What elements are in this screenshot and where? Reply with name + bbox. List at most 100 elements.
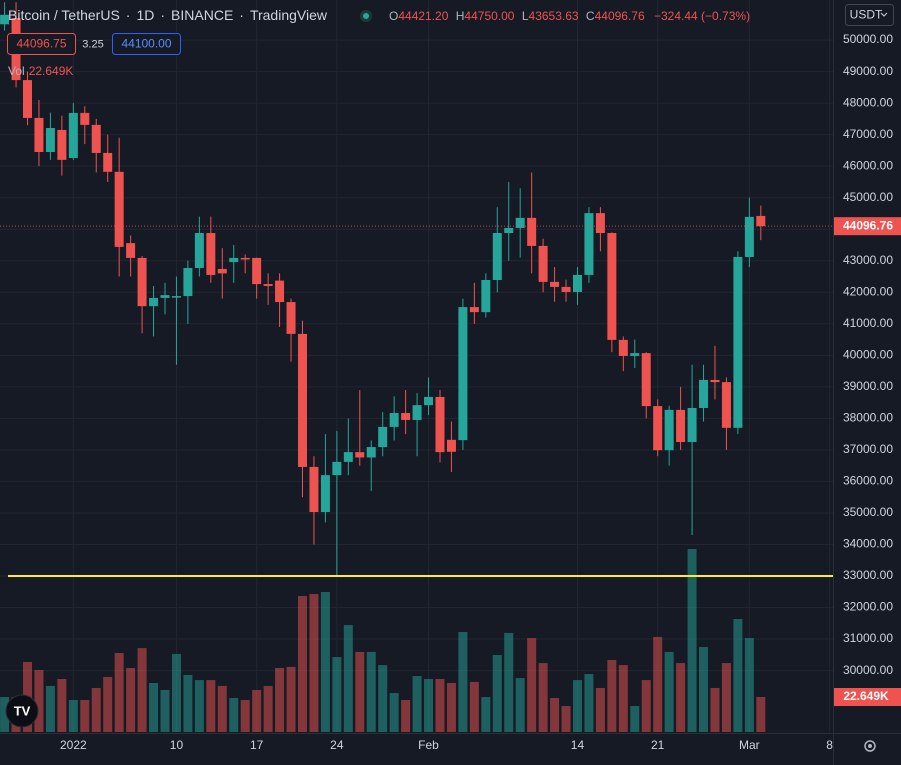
volume-bar [137,648,147,732]
candle-body [229,257,239,263]
volume-bar [618,665,628,732]
candle-body [756,215,766,227]
volume-bar [68,700,78,732]
candle-body [733,256,743,428]
volume-bar [378,665,388,732]
candle-body [561,286,571,292]
y-tick-label: 50000.00 [843,32,893,46]
currency-button[interactable] [845,4,894,26]
candle-body [412,405,422,420]
volume-bar [34,670,44,732]
exchange: BINANCE [171,7,233,23]
ohlc-key: C [586,9,595,23]
ohlc-key: H [456,9,465,23]
volume-bar [309,593,319,732]
y-tick-label: 40000.00 [843,348,893,362]
volume-bar [584,674,594,732]
x-tick-label: 14 [571,738,585,752]
candle-body [401,413,411,420]
ui: Bitcoin / TetherUS · 1D · BINANCE · TradingVie… [5,4,894,752]
volume-bar [527,638,537,732]
volume-bar [217,685,227,732]
candle-body [469,307,479,313]
volume-bar [297,595,307,732]
y-tick-label: 41000.00 [843,316,893,330]
y-tick-label: 42000.00 [843,284,893,298]
vol-value: 22.649K [29,64,74,78]
settings-icon [868,744,872,748]
candle-body [263,284,273,286]
volume-bar [320,591,330,732]
candle-body [91,124,101,153]
candle-body [481,279,491,313]
volume-bar [412,676,422,732]
volume-bar [550,697,560,732]
volume-bar [664,651,674,732]
ask[interactable]: 44100.00 [121,37,171,51]
candle-body [584,213,594,275]
volume-bar [446,683,456,732]
candle-body [710,379,720,383]
candle-body [275,280,285,303]
candle-body [653,406,663,451]
x-tick-label: 10 [170,738,184,752]
volume-bar [171,653,181,732]
grid: 30000.00 31000.00 32000.00 33000.00 34000.00… [0,0,893,752]
symbol: Bitcoin / TetherUS · 1D · BINANCE · TradingVie… [8,7,328,23]
y-tick-label: 37000.00 [843,442,893,456]
settings-icon[interactable] [864,740,876,752]
currency[interactable]: USDT [850,8,883,22]
volume-bar [252,689,262,732]
candle-body [114,171,124,247]
volume-bar [469,681,479,732]
x-tick-label: Feb [418,738,439,752]
volume-bar [114,653,124,732]
volume-bar [355,651,365,732]
candle-body [435,396,445,453]
volume-bar [149,683,159,732]
x-tick-label: 24 [330,738,344,752]
volume-bar [641,680,651,732]
logo[interactable] [5,694,39,728]
sep: · [126,7,131,23]
volume-bar [91,687,101,732]
interval: 1D [136,7,154,23]
x-tick-label: 2022 [60,738,87,752]
volume-bar [676,663,686,732]
ohlc-key: O [389,9,398,23]
candle-body [240,257,250,260]
y-tick-label: 43000.00 [843,253,893,267]
volume-bar [183,674,193,732]
sep: · [160,7,165,23]
candle-body [297,333,307,467]
candle-body [504,227,514,234]
candle-body [744,216,754,257]
volume-bar [630,706,640,732]
x-tick-label: 21 [651,738,665,752]
volume-bar [80,700,90,732]
spread: 3.25 [82,38,103,50]
volume-bar [607,659,617,732]
candle-body [355,452,365,458]
ask-box[interactable] [112,33,181,55]
volume-bar [229,697,239,732]
bid-box[interactable] [7,33,76,55]
candle-body [527,217,537,246]
y-tick-label: 31000.00 [843,631,893,645]
volume-bar [160,689,170,732]
bid[interactable]: 44096.75 [16,37,66,51]
volume-bar [561,706,571,732]
volume-bar [744,638,754,732]
volume-bar [538,663,548,732]
x-tick-label: 17 [250,738,264,752]
vol-title: Vol [8,64,25,78]
candle-body [458,307,468,441]
ohlc-key: L [522,9,529,23]
change: −324.44 (−0.73%) [654,9,750,23]
candle-body [22,80,32,118]
x-tick-label: 8 [826,738,833,752]
y-tick-label: 34000.00 [843,537,893,551]
y-tick-label: 35000.00 [843,505,893,519]
candle-body [664,409,674,451]
plot: 44096.76 22.649K [0,2,901,732]
